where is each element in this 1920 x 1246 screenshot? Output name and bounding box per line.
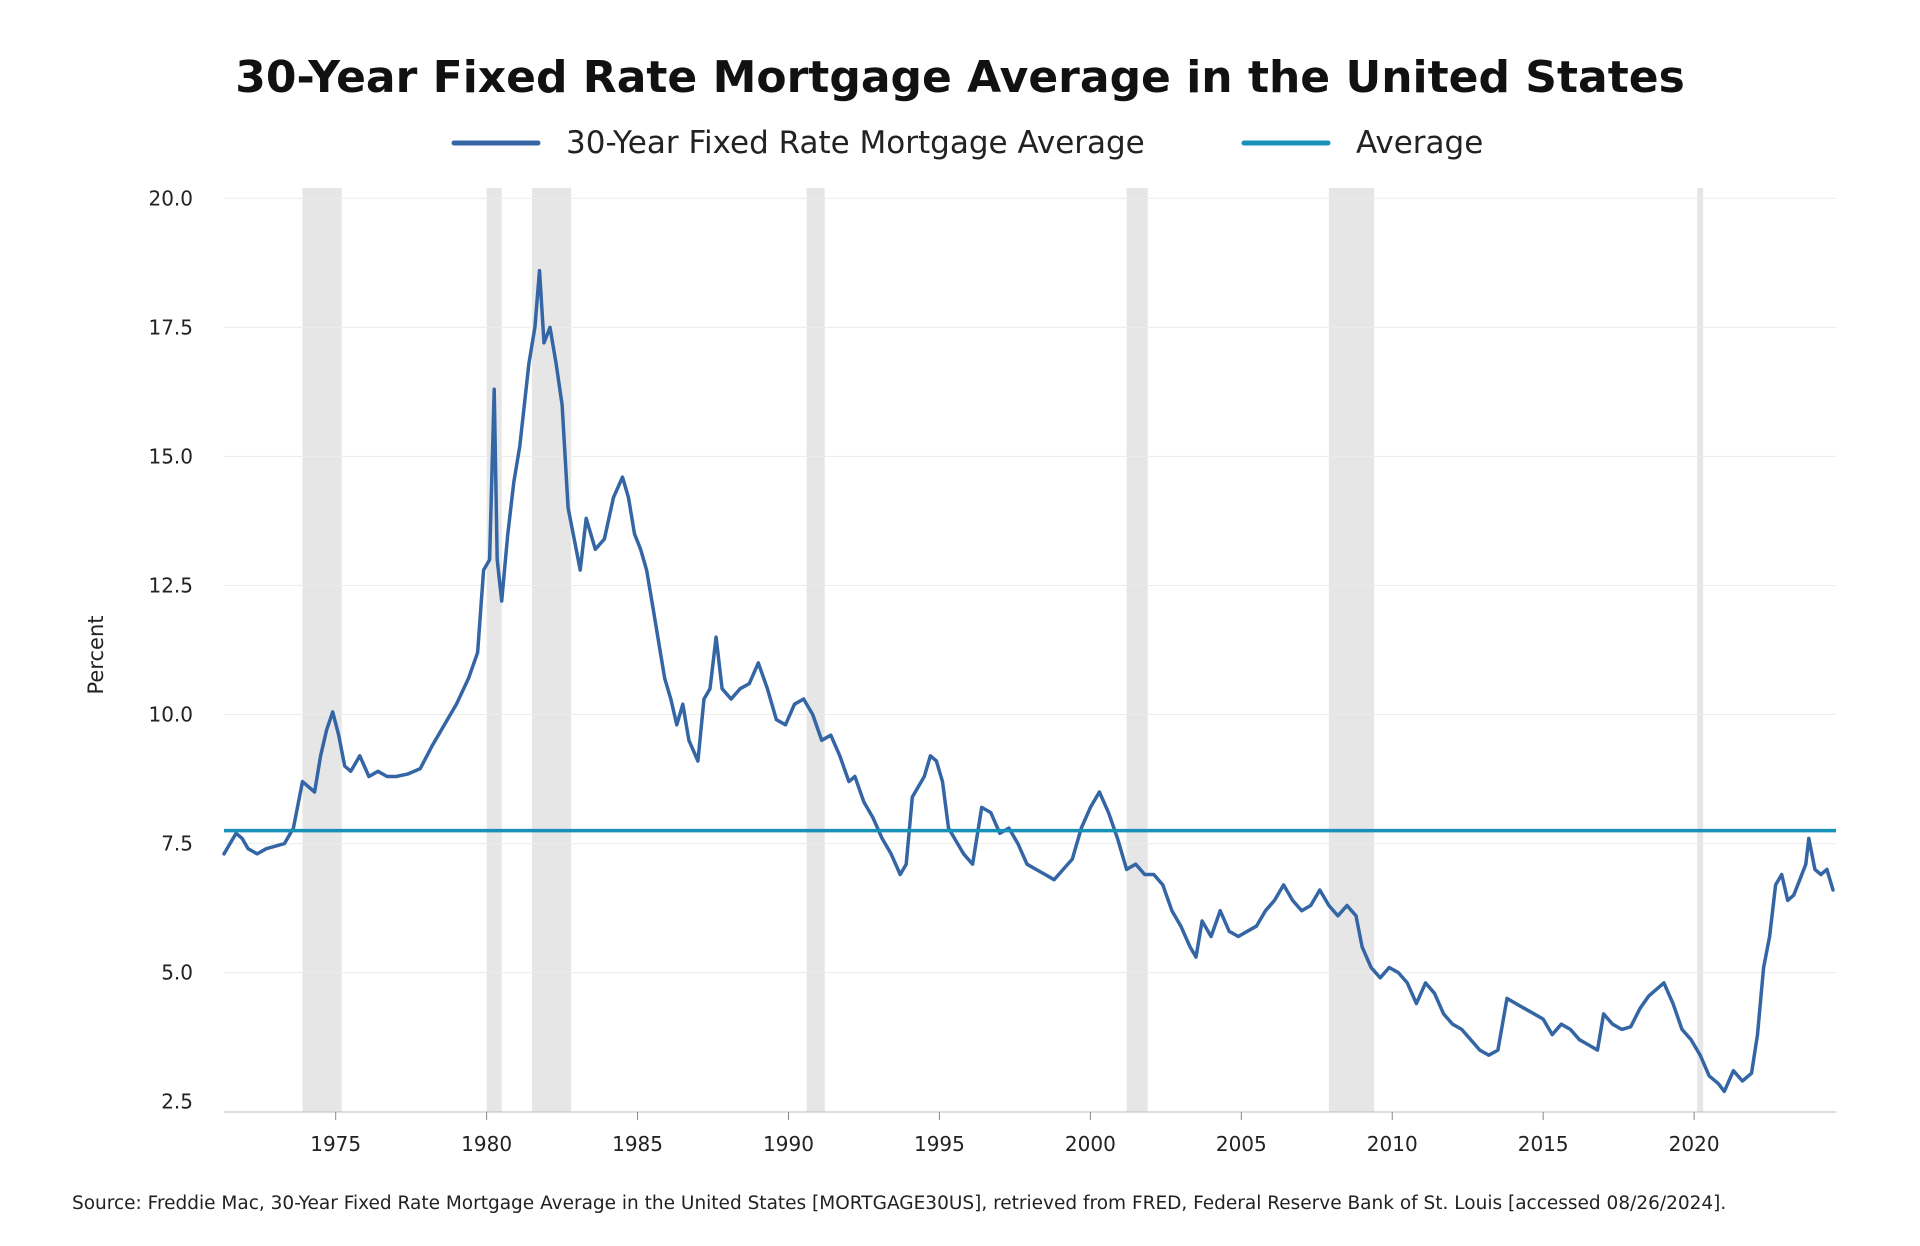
recession-band-1 xyxy=(486,188,502,1112)
x-tick-label-4: 1995 xyxy=(914,1132,965,1156)
y-tick-label-3: 10.0 xyxy=(148,703,193,727)
x-tick-label-2: 1985 xyxy=(612,1132,663,1156)
y-tick-label-4: 12.5 xyxy=(148,573,193,597)
y-tick-label-0: 2.5 xyxy=(161,1090,193,1114)
y-tick-label-7: 20.0 xyxy=(148,186,193,210)
legend: 30-Year Fixed Rate Mortgage Average Aver… xyxy=(451,125,1483,161)
y-tick-label-2: 7.5 xyxy=(161,832,193,856)
x-axis-ticks: 1975 1980 1985 1990 1995 2000 2005 2010 2015 2020 xyxy=(224,1111,1836,1156)
y-axis-ticks: 2.5 5.0 7.5 10.0 12.5 15.0 17.5 20.0 xyxy=(148,186,193,1113)
legend-label-average: Average xyxy=(1356,125,1483,161)
source-note: Source: Freddie Mac, 30-Year Fixed Rate … xyxy=(72,1193,1726,1214)
recession-shading xyxy=(302,188,1704,1112)
recession-band-5 xyxy=(1328,188,1375,1112)
recession-band-6 xyxy=(1697,188,1704,1112)
y-tick-label-6: 17.5 xyxy=(148,315,193,339)
y-axis-label: Percent xyxy=(84,615,108,694)
y-tick-label-5: 15.0 xyxy=(148,444,193,468)
series-line-mortgage-rate xyxy=(222,268,1835,1094)
recession-band-3 xyxy=(806,188,825,1112)
x-tick-label-0: 1975 xyxy=(310,1132,361,1156)
x-tick-label-6: 2005 xyxy=(1216,1132,1267,1156)
chart-title: 30-Year Fixed Rate Mortgage Average in t… xyxy=(235,52,1685,103)
x-tick-label-1: 1980 xyxy=(461,1132,512,1156)
x-tick-label-8: 2015 xyxy=(1518,1132,1569,1156)
y-tick-label-1: 5.0 xyxy=(161,961,193,985)
x-tick-label-3: 1990 xyxy=(763,1132,814,1156)
x-tick-label-9: 2020 xyxy=(1669,1132,1720,1156)
series-layer xyxy=(222,268,1836,1094)
recession-band-0 xyxy=(302,188,342,1112)
x-tick-label-5: 2000 xyxy=(1065,1132,1116,1156)
recession-band-4 xyxy=(1126,188,1148,1112)
legend-label-mortgage-rate: 30-Year Fixed Rate Mortgage Average xyxy=(566,125,1145,161)
x-tick-label-7: 2010 xyxy=(1367,1132,1418,1156)
gridlines xyxy=(224,197,1836,974)
